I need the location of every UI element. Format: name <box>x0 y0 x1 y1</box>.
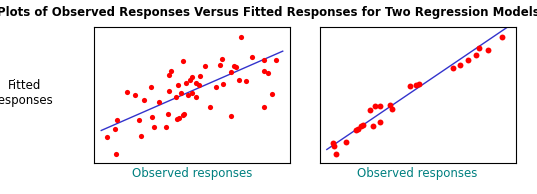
Point <box>353 128 362 131</box>
Point <box>140 98 148 101</box>
Point <box>366 109 374 112</box>
Point <box>173 83 182 86</box>
Point <box>172 118 181 121</box>
Text: Fitted
responses: Fitted responses <box>0 79 54 107</box>
Point <box>456 64 465 67</box>
Point <box>175 116 183 119</box>
Point <box>237 35 245 38</box>
Point <box>136 135 145 138</box>
Point <box>200 64 209 67</box>
Point <box>267 93 276 96</box>
Point <box>147 86 155 89</box>
Point <box>415 83 424 86</box>
Point <box>330 144 339 147</box>
Point <box>111 127 119 131</box>
Point <box>211 85 220 88</box>
Point <box>498 35 506 38</box>
X-axis label: Observed responses: Observed responses <box>132 167 252 180</box>
Point <box>184 93 192 96</box>
X-axis label: Observed responses: Observed responses <box>357 167 478 180</box>
Point <box>131 94 140 97</box>
Point <box>368 125 377 128</box>
Point <box>205 105 214 108</box>
Point <box>179 113 187 117</box>
Point <box>405 85 414 88</box>
Text: Plots of Observed Responses Versus Fitted Responses for Two Regression Models: Plots of Observed Responses Versus Fitte… <box>0 6 537 19</box>
Point <box>359 123 367 126</box>
Point <box>259 70 268 73</box>
Point <box>260 105 268 108</box>
Point <box>179 59 187 62</box>
Point <box>235 78 244 81</box>
Point <box>192 96 200 99</box>
Point <box>187 75 196 78</box>
Point <box>112 152 120 155</box>
Point <box>342 141 350 144</box>
Point <box>388 107 396 110</box>
Point <box>150 126 158 129</box>
Point <box>164 113 172 116</box>
Point <box>177 91 185 94</box>
Point <box>260 58 268 61</box>
Point <box>371 105 379 108</box>
Point <box>155 100 163 103</box>
Point <box>112 118 121 121</box>
Point <box>215 63 224 66</box>
Point <box>264 71 272 74</box>
Point <box>241 79 250 82</box>
Point <box>194 84 203 87</box>
Point <box>148 116 156 119</box>
Point <box>232 66 241 69</box>
Point <box>357 125 366 128</box>
Point <box>329 141 337 145</box>
Point <box>226 115 235 118</box>
Point <box>411 84 420 87</box>
Point <box>161 125 170 128</box>
Point <box>122 91 131 94</box>
Point <box>187 91 196 94</box>
Point <box>180 112 189 115</box>
Point <box>386 103 394 107</box>
Point <box>375 120 384 123</box>
Point <box>331 152 340 155</box>
Point <box>230 64 239 67</box>
Point <box>351 128 360 131</box>
Point <box>272 58 281 61</box>
Point <box>483 48 492 51</box>
Point <box>172 95 180 98</box>
Point <box>376 105 384 108</box>
Point <box>166 69 175 72</box>
Point <box>103 135 112 138</box>
Point <box>464 58 473 61</box>
Point <box>164 89 173 93</box>
Point <box>248 55 256 58</box>
Point <box>196 74 205 78</box>
Point <box>471 53 480 56</box>
Point <box>448 67 457 70</box>
Point <box>217 58 226 61</box>
Point <box>474 46 483 49</box>
Point <box>182 81 190 84</box>
Point <box>227 71 236 74</box>
Point <box>165 74 173 77</box>
Point <box>219 82 228 86</box>
Point <box>192 81 200 84</box>
Point <box>186 79 194 82</box>
Point <box>135 119 144 122</box>
